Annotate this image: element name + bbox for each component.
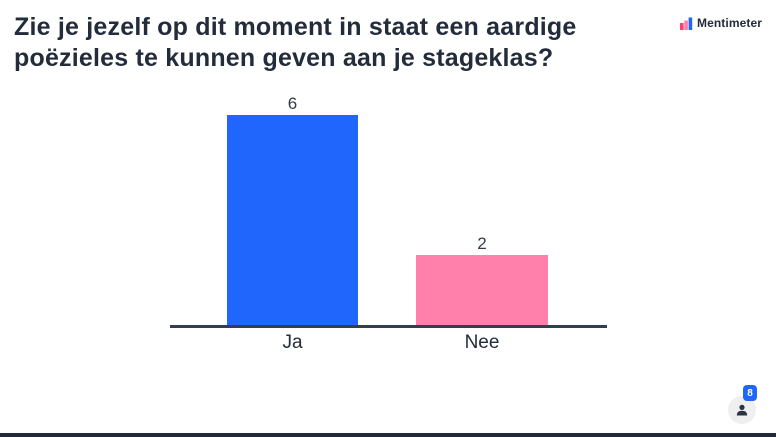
bar-nee xyxy=(416,255,548,325)
bar-value-label: 6 xyxy=(287,94,298,113)
category-label-nee: Nee xyxy=(464,332,500,353)
bar-ja xyxy=(227,115,358,325)
bar-chart: 6 Ja 2 Nee xyxy=(170,94,607,355)
participants-count-badge: 8 xyxy=(743,385,757,401)
x-axis-line xyxy=(170,325,607,328)
mentimeter-logo: Mentimeter xyxy=(679,16,762,30)
bar-group-nee: 2 Nee xyxy=(416,95,548,355)
participants-button[interactable]: 8 xyxy=(725,385,765,427)
bar-group-ja: 6 Ja xyxy=(227,94,358,355)
question-title: Zie je jezelf op dit moment in staat een… xyxy=(14,13,577,72)
mentimeter-logo-text: Mentimeter xyxy=(696,16,762,30)
bottom-progress-bar xyxy=(0,433,776,437)
bar-value-label: 2 xyxy=(477,234,487,253)
mentimeter-logo-icon xyxy=(679,17,693,30)
category-label-ja: Ja xyxy=(282,332,303,353)
person-icon xyxy=(735,403,749,417)
